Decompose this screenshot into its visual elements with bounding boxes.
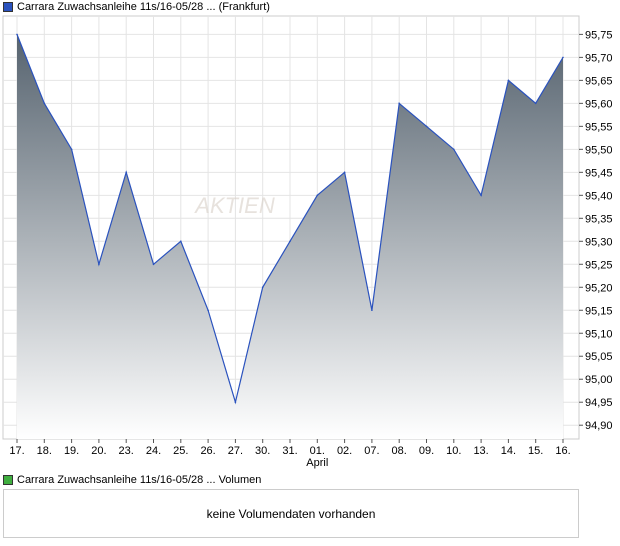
- x-tick-label: 13.: [473, 445, 488, 457]
- data-point: [98, 263, 100, 266]
- x-tick-label: 16.: [555, 445, 570, 457]
- x-tick-label: 30.: [255, 445, 270, 457]
- price-points: [16, 33, 564, 404]
- x-tick-label: 31.: [282, 445, 297, 457]
- price-area: [17, 34, 563, 440]
- y-tick-label: 95,20: [585, 282, 613, 294]
- y-tick-label: 95,25: [585, 259, 613, 271]
- x-tick-label: 08.: [392, 445, 407, 457]
- y-tick-label: 95,55: [585, 121, 613, 133]
- y-tick-label: 95,70: [585, 52, 613, 64]
- y-tick-label: 95,05: [585, 351, 613, 363]
- data-point: [316, 194, 319, 197]
- y-tick-label: 95,35: [585, 213, 613, 225]
- data-point: [425, 125, 428, 128]
- data-point: [562, 56, 564, 59]
- data-point: [207, 309, 209, 312]
- y-tick-label: 95,10: [585, 328, 613, 340]
- x-tick-label: 09.: [419, 445, 434, 457]
- data-point: [507, 79, 510, 82]
- price-legend-label: Carrara Zuwachsanleihe 11s/16-05/28 ... …: [17, 1, 270, 13]
- x-tick-label: 02.: [337, 445, 352, 457]
- price-legend-swatch: [3, 2, 13, 12]
- watermark: AKTIEN: [193, 193, 275, 218]
- volume-legend: Carrara Zuwachsanleihe 11s/16-05/28 ... …: [3, 473, 261, 487]
- x-tick-label: 24.: [146, 445, 161, 457]
- y-tick-label: 95,60: [585, 98, 613, 110]
- x-tick-label: 01.: [310, 445, 325, 457]
- data-point: [289, 240, 291, 243]
- y-tick-label: 95,75: [585, 29, 613, 41]
- y-tick-label: 95,15: [585, 305, 613, 317]
- x-tick-label: 18.: [37, 445, 52, 457]
- volume-legend-label: Carrara Zuwachsanleihe 11s/16-05/28 ... …: [17, 474, 262, 486]
- y-tick-label: 95,50: [585, 144, 613, 156]
- data-point: [43, 102, 46, 105]
- x-tick-label: 20.: [91, 445, 106, 457]
- x-tick-label: 27.: [228, 445, 243, 457]
- x-tick-label: 19.: [64, 445, 79, 457]
- y-tick-label: 95,45: [585, 167, 613, 179]
- x-tick-label: 15.: [528, 445, 543, 457]
- y-tick-label: 95,65: [585, 75, 613, 87]
- data-point: [125, 171, 127, 174]
- y-tick-label: 94,90: [585, 420, 613, 432]
- data-point: [534, 102, 537, 105]
- x-tick-label: 26.: [200, 445, 215, 457]
- y-tick-label: 95,00: [585, 374, 613, 386]
- y-axis-ticks: 95,75 95,70 95,65 95,60 95,55 95,50 95,45 95,40…: [579, 29, 613, 432]
- data-point: [371, 309, 373, 312]
- x-tick-label: 10.: [446, 445, 461, 457]
- data-point: [234, 401, 237, 404]
- price-chart: AKTIEN 95,7595,7095,6595,6095,5595,5095,…: [2, 15, 613, 469]
- volume-legend-swatch: [3, 475, 13, 485]
- data-point: [343, 171, 346, 174]
- price-legend: Carrara Zuwachsanleihe 11s/16-05/28 ... …: [3, 0, 270, 14]
- y-tick-label: 95,40: [585, 190, 613, 202]
- data-point: [398, 102, 401, 105]
- data-point: [180, 240, 182, 243]
- x-tick-label: 23.: [119, 445, 134, 457]
- y-tick-label: 95,30: [585, 236, 613, 248]
- x-axis-ticks: 17. 18. 19. 20. 23. 24. 25. 26. 27. 30. 31. 01.Apri…: [9, 439, 571, 469]
- y-tick-label: 94,95: [585, 397, 613, 409]
- data-point: [453, 148, 455, 151]
- data-point: [152, 263, 155, 266]
- x-tick-label: 14.: [501, 445, 516, 457]
- x-tick-label: 07.: [364, 445, 379, 457]
- volume-empty-message: keine Volumendaten vorhanden: [206, 506, 376, 521]
- x-month-label: April: [306, 457, 328, 469]
- x-tick-label: 25.: [173, 445, 188, 457]
- data-point: [261, 286, 264, 289]
- volume-panel: keine Volumendaten vorhanden: [3, 489, 579, 538]
- x-tick-label: 17.: [9, 445, 24, 457]
- data-point: [70, 148, 73, 151]
- data-point: [480, 194, 482, 197]
- data-point: [16, 33, 18, 36]
